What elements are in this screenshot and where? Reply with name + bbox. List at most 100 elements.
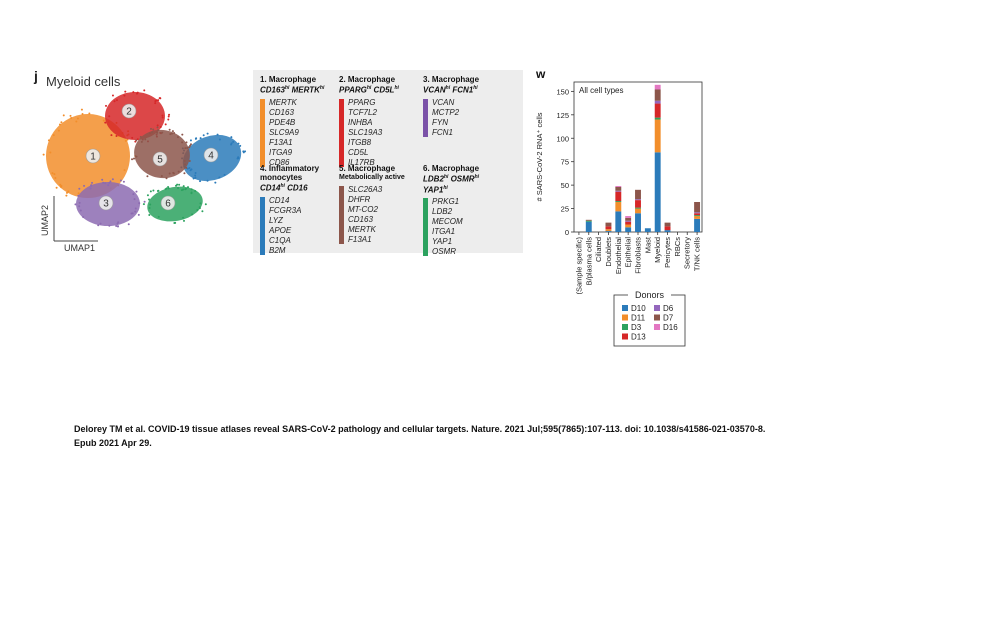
bar-segment-d3-6 bbox=[635, 207, 641, 209]
umap-label-2: 2 bbox=[121, 103, 137, 119]
svg-text:D3: D3 bbox=[631, 323, 642, 332]
legend-item-d6: D6 bbox=[654, 304, 674, 313]
marker-group-subtitle: CD163hi MERTKhi bbox=[260, 85, 325, 95]
marker-gene: CD163 bbox=[348, 215, 373, 224]
bar-segment-d7-5 bbox=[625, 217, 632, 221]
bar-segment-d6-8 bbox=[654, 100, 661, 104]
marker-gene: F13A1 bbox=[269, 137, 293, 147]
bar-segment-d10-9 bbox=[664, 230, 671, 232]
umap-title: Myeloid cells bbox=[46, 74, 121, 89]
marker-group-3: 3. Macrophage VCANhi FCN1hi VCAN MCTP2 FYN FC… bbox=[423, 75, 507, 138]
bar-segment-d6-12 bbox=[694, 212, 701, 214]
bar-segment-d7-3 bbox=[605, 222, 612, 227]
bar-segment-d6-6 bbox=[635, 199, 641, 201]
bar-segment-d3-1 bbox=[585, 220, 592, 222]
marker-group-title: 5. Macrophage bbox=[339, 164, 396, 173]
bar-segment-d13-6 bbox=[635, 200, 641, 208]
bar-segment-d13-4 bbox=[615, 191, 622, 202]
x-tick-label: B/plasma cells bbox=[584, 237, 593, 286]
citation-text: Delorey TM et al. COVID-19 tissue atlase… bbox=[74, 424, 766, 448]
bar-segment-d7-6 bbox=[635, 189, 641, 200]
y-tick-label: 0 bbox=[565, 228, 569, 237]
marker-gene: C1QA bbox=[269, 235, 291, 245]
y-axis-label: # SARS-CoV-2 RNA⁺ cells bbox=[535, 112, 544, 201]
bar-segment-d3-12 bbox=[694, 215, 701, 217]
marker-gene: ITGB8 bbox=[348, 137, 372, 147]
marker-gene: PRKG1 bbox=[432, 197, 460, 207]
marker-gene: ITGA9 bbox=[269, 147, 293, 157]
marker-gene: LDB2 bbox=[432, 207, 453, 217]
marker-gene: INHBA bbox=[348, 117, 373, 127]
marker-gene: IL17RB bbox=[348, 157, 375, 167]
marker-group-title: 2. Macrophage bbox=[339, 75, 396, 84]
panel-letter-w: w bbox=[535, 67, 546, 81]
marker-gene: MT-CO2 bbox=[348, 205, 378, 214]
legend-item-d16: D16 bbox=[654, 323, 678, 332]
marker-gene: OSMR bbox=[432, 247, 456, 257]
x-tick-label: Secretory bbox=[683, 237, 692, 269]
bar-segment-d10-4 bbox=[615, 211, 622, 232]
marker-gene-list: PPARG TCF7L2 INHBA SLC19A3 ITGB8 CD5L IL17RB bbox=[339, 98, 423, 168]
marker-gene: LYZ bbox=[269, 215, 283, 225]
bar-segment-d6-5 bbox=[625, 220, 632, 222]
x-tick-label: Doublets bbox=[604, 237, 613, 267]
bar-segment-d3-4 bbox=[615, 201, 622, 202]
bar-segment-d10-1 bbox=[585, 221, 592, 232]
marker-group-subtitle-2: YAP1hi bbox=[423, 184, 448, 195]
y-tick-label: 50 bbox=[561, 181, 569, 190]
umap-label-1: 1 bbox=[85, 148, 101, 164]
marker-gene: YAP1 bbox=[432, 237, 453, 247]
umap-plot: 1 2 3 4 5 6 UMAP1 UMAP2 bbox=[40, 89, 247, 253]
marker-gene: DHFR bbox=[348, 195, 371, 204]
marker-color-bar bbox=[423, 98, 428, 137]
marker-group-6: 6. Macrophage LDB2hi OSMRhi YAP1hi PRKG1 LDB… bbox=[423, 164, 507, 257]
umap-axis-y-label: UMAP2 bbox=[40, 205, 50, 236]
marker-gene-list: CD14 FCGR3A LYZ APOE C1QA B2M bbox=[260, 196, 344, 256]
y-tick-label: 75 bbox=[561, 158, 569, 167]
y-tick-label: 125 bbox=[556, 111, 569, 120]
bar-segment-d7-9 bbox=[664, 222, 671, 227]
bar-segment-d11-5 bbox=[625, 224, 632, 228]
marker-group-subtitle: CD14hi CD16 bbox=[260, 183, 308, 193]
marker-gene: FYN bbox=[432, 117, 448, 127]
marker-gene: MCTP2 bbox=[432, 107, 460, 117]
y-tick-label: 100 bbox=[556, 134, 569, 143]
marker-gene: VCAN bbox=[432, 97, 455, 107]
marker-gene: MERTK bbox=[269, 97, 297, 107]
marker-gene-list: SLC26A3 DHFR MT-CO2 CD163 MERTK F13A1 bbox=[339, 185, 423, 245]
marker-group-title: 3. Macrophage bbox=[423, 75, 480, 84]
bar-segment-d7-1 bbox=[585, 219, 592, 221]
marker-gene-list: PRKG1 LDB2 MECOM ITGA1 YAP1 OSMR bbox=[423, 197, 507, 257]
marker-group-2: 2. Macrophage PPARGhi CD5Lhi PPARG TCF7L2 IN… bbox=[339, 75, 423, 168]
marker-gene: TCF7L2 bbox=[348, 107, 377, 117]
panel-letter-j: j bbox=[34, 68, 38, 84]
x-tick-label: Ciliated bbox=[594, 237, 603, 262]
marker-group-subtitle: Metabolically active bbox=[339, 174, 405, 181]
svg-text:D7: D7 bbox=[663, 314, 674, 323]
marker-gene: MERTK bbox=[348, 225, 376, 234]
bar-segment-d16-5 bbox=[625, 216, 632, 218]
marker-gene: SLC19A3 bbox=[348, 127, 383, 137]
marker-group-subtitle: LDB2hi OSMRhi bbox=[423, 174, 480, 184]
marker-group-subtitle: PPARGhi CD5Lhi bbox=[339, 85, 399, 95]
bar-segment-d3-8 bbox=[654, 117, 661, 120]
marker-gene: CD86 bbox=[269, 157, 290, 167]
svg-text:1: 1 bbox=[90, 152, 96, 163]
svg-text:5: 5 bbox=[157, 155, 163, 166]
umap-label-6: 6 bbox=[160, 195, 176, 211]
bar-segment-d16-4 bbox=[615, 186, 622, 187]
x-tick-label: Myeloid bbox=[653, 237, 662, 263]
x-tick-label: RBCs bbox=[673, 237, 682, 257]
legend-item-d7: D7 bbox=[654, 314, 674, 323]
bar-segment-d10-7 bbox=[644, 228, 651, 232]
marker-gene: SLC26A3 bbox=[348, 185, 383, 194]
marker-gene: MECOM bbox=[432, 217, 463, 227]
marker-group-title: 6. Macrophage bbox=[423, 164, 480, 173]
bar-segment-d10-8 bbox=[654, 152, 661, 232]
legend-item-d13: D13 bbox=[622, 333, 646, 342]
marker-group-title: 1. Macrophage bbox=[260, 75, 317, 84]
svg-text:D10: D10 bbox=[631, 304, 646, 313]
marker-color-bar bbox=[339, 98, 344, 167]
marker-gene: SLC9A9 bbox=[269, 127, 299, 137]
x-tick-label: (Sample specific) bbox=[574, 237, 583, 295]
